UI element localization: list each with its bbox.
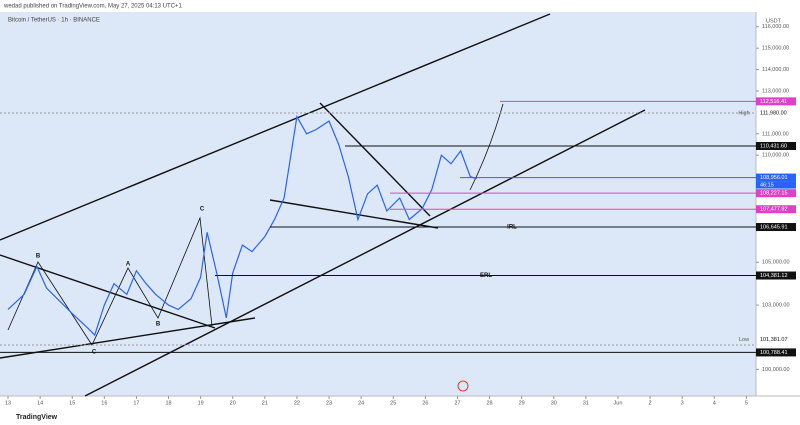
annotation: C (92, 350, 97, 356)
x-tick-label: 30 (551, 400, 557, 406)
x-tick-label: 23 (326, 400, 332, 406)
price-tag-label: 106,645.91 (760, 224, 788, 230)
price-tag-label: 108,227.15 (760, 191, 788, 197)
symbol: Bitcoin / TetherUS · 1h · BINANCE (8, 18, 100, 24)
price-tag (756, 223, 796, 232)
annotation: B (36, 254, 41, 260)
x-tick-label: Jun (614, 400, 623, 406)
price-tag (756, 271, 796, 280)
x-tick-label: 13 (5, 400, 11, 406)
currency: USDT (766, 18, 782, 24)
mark-text: High (738, 110, 749, 116)
price-tag-label: 100,788.41 (760, 350, 788, 356)
price-tag (756, 205, 796, 214)
price-tag-label: 112,516.41 (760, 99, 787, 105)
x-tick-label: 17 (133, 400, 139, 406)
event-icon (457, 380, 469, 392)
y-tick-label: 103,000.00 (762, 303, 790, 309)
x-tick-label: 4 (713, 400, 716, 406)
x-tick-label: 29 (519, 400, 525, 406)
x-tick-label: 26 (422, 400, 428, 406)
price-tag-label: 110,431.60 (760, 143, 787, 149)
annotation: IRL (507, 225, 517, 231)
countdown-tag (756, 181, 796, 189)
price-tag (756, 189, 796, 198)
x-tick-label: 31 (583, 400, 589, 406)
x-tick-label: 19 (198, 400, 204, 406)
annotation: B (156, 322, 161, 328)
y-tick-label: 113,000.00 (762, 88, 789, 94)
mark-label: 111,980.00 (760, 110, 787, 116)
x-tick-label: 14 (37, 400, 43, 406)
y-tick-label: 105,000.00 (762, 260, 790, 266)
x-tick-label: 5 (745, 400, 748, 406)
price-tag-label: 104,381.12 (760, 273, 788, 279)
price-tag (756, 97, 796, 106)
price-tag (756, 348, 796, 357)
price-tag (756, 173, 796, 182)
annotation: C (200, 207, 205, 213)
countdown: 46:15 (760, 183, 774, 189)
x-tick-label: 22 (294, 400, 300, 406)
y-tick-label: 111,000.00 (762, 131, 789, 137)
mark-text: Low (739, 337, 749, 343)
x-tick-label: 18 (165, 400, 171, 406)
publisher: wedad published on TradingView.com, May … (3, 4, 182, 10)
y-tick-label: 115,000.00 (762, 46, 789, 52)
y-tick-label: 116,000.00 (762, 24, 789, 30)
x-tick-label: 16 (101, 400, 107, 406)
mark-label: 101,381.07 (760, 337, 788, 343)
x-tick-label: 28 (486, 400, 492, 406)
x-tick-label: 3 (681, 400, 684, 406)
x-tick-label: 27 (454, 400, 460, 406)
price-tag (756, 141, 796, 150)
x-tick-label: 15 (69, 400, 75, 406)
price-tag-label: 108,956.01 (760, 175, 788, 181)
trend-lines (0, 13, 646, 397)
annotation: ERL (480, 273, 492, 279)
y-tick-label: 100,000.00 (762, 367, 790, 373)
x-tick-label: 20 (230, 400, 236, 406)
annotation: A (126, 262, 131, 268)
x-tick-label: 2 (649, 400, 652, 406)
x-tick-label: 24 (358, 400, 364, 406)
plot-area (0, 12, 756, 396)
y-tick-label: 110,000.00 (762, 153, 789, 159)
y-tick-label: 114,000.00 (762, 67, 789, 73)
brand: TradingView (16, 414, 58, 421)
x-tick-label: 25 (390, 400, 396, 406)
price-tag-label: 107,477.92 (760, 207, 788, 213)
x-tick-label: 21 (262, 400, 268, 406)
